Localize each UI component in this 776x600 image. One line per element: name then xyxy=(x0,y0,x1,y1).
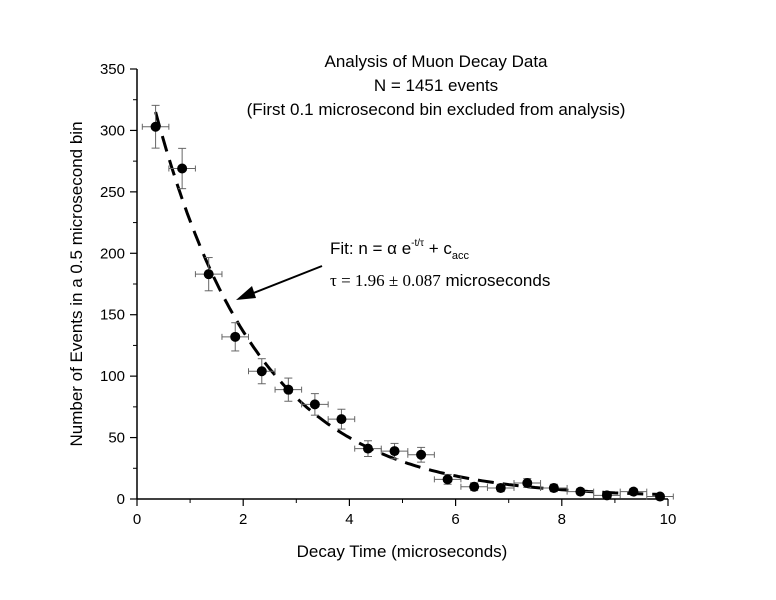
x-tick-label: 2 xyxy=(239,511,247,528)
y-tick-label: 0 xyxy=(117,491,125,508)
data-point-group xyxy=(354,440,382,457)
data-point-group xyxy=(433,473,462,485)
fit-curve xyxy=(154,111,661,496)
fit-subscript: acc xyxy=(452,250,470,262)
data-point-group xyxy=(327,408,356,430)
fit-exponent: -t/τ xyxy=(411,238,424,249)
x-tick-label: 0 xyxy=(133,511,141,528)
x-axis-label: Decay Time (microseconds) xyxy=(297,542,508,561)
data-point-group xyxy=(221,322,250,352)
x-tick-label: 4 xyxy=(345,511,353,528)
data-point xyxy=(469,481,480,492)
data-point xyxy=(655,491,666,502)
chart-title-line-1: Analysis of Muon Decay Data xyxy=(325,52,549,71)
data-point xyxy=(283,384,294,395)
data-point xyxy=(203,269,214,280)
data-point-group xyxy=(646,491,674,502)
data-point xyxy=(522,478,533,489)
x-tick-label: 8 xyxy=(558,511,566,528)
data-point xyxy=(256,366,267,377)
y-tick-label: 250 xyxy=(100,184,125,201)
data-point xyxy=(628,486,639,497)
data-point xyxy=(362,443,373,454)
data-point xyxy=(389,446,400,457)
x-tick-label: 10 xyxy=(660,511,677,528)
y-tick-label: 300 xyxy=(100,122,125,139)
data-point-group xyxy=(380,442,409,460)
data-point xyxy=(601,490,612,501)
data-point-group xyxy=(248,358,276,385)
annotation-arrow xyxy=(245,265,323,297)
data-point-group xyxy=(141,104,170,149)
annotation-arrowhead xyxy=(236,286,256,300)
fit-annotation: Fit: n = α e-t/τ + cacc xyxy=(330,238,470,262)
y-tick-label: 200 xyxy=(100,245,125,262)
data-point-group xyxy=(407,446,435,463)
data-point-group xyxy=(460,481,488,492)
fit-plus: + c xyxy=(424,239,452,258)
data-point xyxy=(150,121,161,132)
data-point xyxy=(575,486,586,497)
tau-unit: microseconds xyxy=(441,271,551,290)
data-point-group xyxy=(566,486,595,497)
data-point xyxy=(442,474,453,485)
y-tick-label: 100 xyxy=(100,368,125,385)
fit-formula: Fit: n = α e xyxy=(330,239,411,258)
data-point-group xyxy=(540,482,568,493)
y-tick-label: 150 xyxy=(100,307,125,324)
tau-annotation: τ = 1.96 ± 0.087 microseconds xyxy=(330,271,550,290)
data-point xyxy=(336,414,347,425)
data-point-group xyxy=(168,147,196,190)
data-point-group xyxy=(274,377,303,402)
y-tick-label: 350 xyxy=(100,61,125,78)
data-point-group xyxy=(486,482,515,493)
data-point xyxy=(548,482,559,493)
data-point xyxy=(495,482,506,493)
chart-title-line-2: N = 1451 events xyxy=(374,76,498,95)
data-point-group xyxy=(194,257,223,292)
tau-value: τ = 1.96 ± 0.087 xyxy=(330,271,441,290)
y-axis-label: Number of Events in a 0.5 microsecond bi… xyxy=(67,121,86,446)
data-point xyxy=(230,331,241,342)
chart-title-line-3: (First 0.1 microsecond bin excluded from… xyxy=(247,100,626,119)
data-point xyxy=(177,163,188,174)
data-point-group xyxy=(301,393,329,416)
data-point-group xyxy=(619,486,648,497)
x-tick-label: 6 xyxy=(451,511,459,528)
data-point xyxy=(416,449,427,460)
data-point xyxy=(309,399,320,410)
y-tick-label: 50 xyxy=(108,430,125,447)
